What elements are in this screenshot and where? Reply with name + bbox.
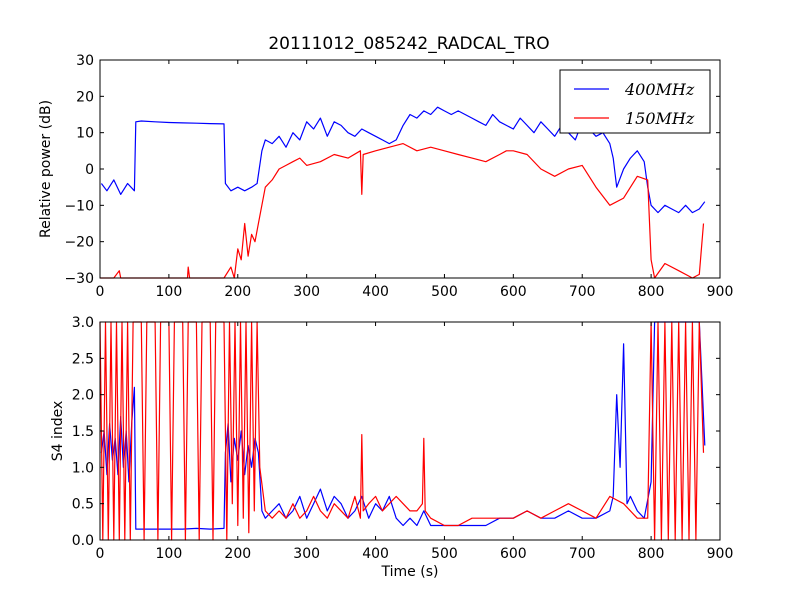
power-panel: 0 100 200 300 400 500 600 700 800 900 −30 −20 −10 0 10… — [38, 53, 733, 300]
x-tick-label: 400 — [362, 546, 389, 562]
x-tick-label: 0 — [96, 546, 105, 562]
x-tick-label: 800 — [638, 546, 665, 562]
x-tick-label: 100 — [156, 546, 183, 562]
legend-box — [559, 69, 711, 134]
power-series-lines — [100, 106, 706, 279]
y-tick-label: 2.5 — [72, 351, 94, 367]
series-line-0-1 — [100, 143, 705, 279]
y-tick-label: −10 — [64, 198, 94, 214]
x-tick-label: 500 — [431, 284, 458, 300]
y-tick-label: 20 — [76, 89, 94, 105]
chart-title: 20111012_085242_RADCAL_TRO — [268, 34, 549, 54]
power-y-axis-label: Relative power (dB) — [38, 100, 54, 238]
y-tick-label: 0.5 — [72, 497, 94, 513]
x-tick-label: 700 — [569, 284, 596, 300]
x-tick-label: 800 — [638, 284, 665, 300]
x-tick-label: 400 — [362, 284, 389, 300]
y-tick-label: 1.0 — [72, 460, 94, 476]
y-tick-label: −30 — [64, 271, 94, 287]
x-tick-label: 600 — [500, 546, 527, 562]
series-line-0-0 — [100, 106, 706, 214]
x-tick-label: 200 — [224, 284, 251, 300]
legend: 400MHz 150MHz — [559, 69, 711, 134]
x-tick-label: 300 — [293, 284, 320, 300]
series-line-1-1 — [99, 321, 705, 541]
y-tick-label: 30 — [76, 53, 94, 69]
legend-label-400mhz: 400MHz — [624, 80, 695, 99]
x-tick-label: 300 — [293, 546, 320, 562]
y-tick-label: 3.0 — [72, 315, 94, 331]
y-tick-label: 0.0 — [72, 533, 94, 549]
time-x-axis-label: Time (s) — [381, 564, 439, 580]
x-tick-label: 200 — [224, 546, 251, 562]
y-tick-label: 2.0 — [72, 388, 94, 404]
x-tick-label: 700 — [569, 546, 596, 562]
legend-label-150mhz: 150MHz — [625, 109, 695, 128]
y-tick-label: 1.5 — [72, 424, 94, 440]
x-tick-label: 0 — [96, 284, 105, 300]
y-tick-label: −20 — [64, 235, 94, 251]
s4-panel: 0 100 200 300 400 500 600 700 800 900 0.0 0.5 1.0 1.5… — [50, 315, 733, 580]
x-tick-label: 900 — [707, 284, 734, 300]
series-line-1-0 — [100, 321, 706, 530]
y-tick-label: 0 — [85, 162, 94, 178]
s4-y-axis-label: S4 index — [50, 401, 66, 462]
y-tick-label: 10 — [76, 126, 94, 142]
x-tick-label: 500 — [431, 546, 458, 562]
x-tick-label: 900 — [707, 546, 734, 562]
s4-ticks: 0 100 200 300 400 500 600 700 800 900 0.0 0.5 1.0 1.5… — [72, 315, 734, 562]
s4-series-lines — [99, 321, 706, 541]
power-ticks: 0 100 200 300 400 500 600 700 800 900 −30 −20 −10 0 10… — [64, 53, 733, 300]
x-tick-label: 600 — [500, 284, 527, 300]
x-tick-label: 100 — [156, 284, 183, 300]
